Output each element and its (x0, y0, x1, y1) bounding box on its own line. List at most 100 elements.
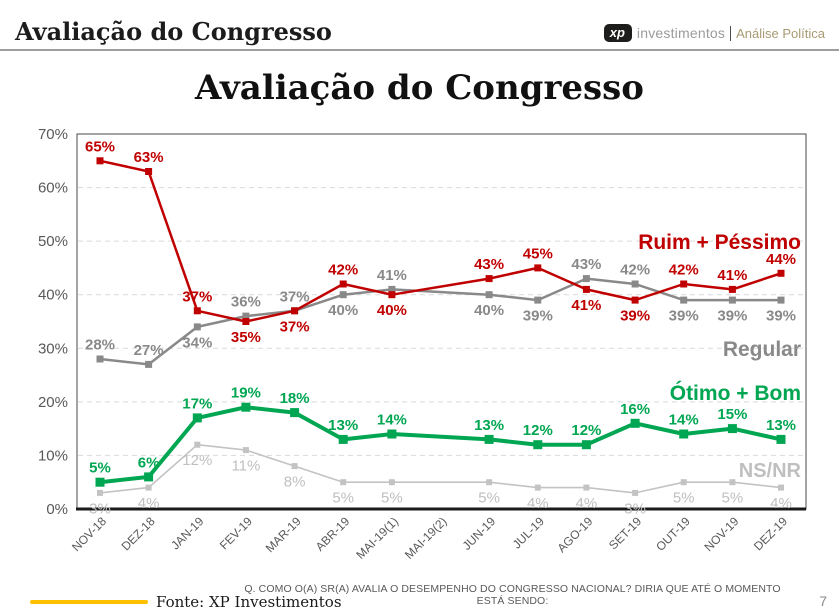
x-tick-label: SET-19 (606, 514, 644, 552)
data-label: 40% (377, 302, 407, 319)
data-marker (581, 440, 591, 450)
data-label: 19% (231, 385, 261, 402)
y-tick-label: 10% (38, 447, 68, 464)
series-line (99, 159, 782, 323)
data-marker (388, 291, 396, 299)
data-label: 40% (474, 302, 504, 319)
data-marker (339, 280, 347, 288)
data-label: 13% (328, 417, 358, 434)
data-marker (338, 434, 348, 444)
data-label: 12% (523, 422, 553, 439)
slide-header: Avaliação do Congresso xp investimentos … (0, 0, 839, 51)
data-marker (192, 413, 202, 423)
data-marker (95, 477, 105, 487)
data-marker (145, 168, 153, 175)
data-label: 5% (673, 490, 695, 507)
data-marker (777, 296, 785, 304)
data-label: 43% (474, 256, 504, 273)
data-marker (242, 318, 250, 325)
data-label: 27% (134, 342, 164, 359)
data-marker (534, 264, 542, 272)
data-marker (193, 323, 201, 331)
y-tick-label: 60% (38, 180, 68, 197)
data-label: 39% (766, 308, 796, 325)
data-label: 5% (381, 490, 403, 507)
data-label: 35% (231, 329, 261, 346)
data-label: 5% (722, 490, 744, 507)
data-label: 13% (474, 417, 504, 434)
series-regular: 28% 27% 34% 36% 37% 40% 41% 40% 39% 43% 42% 39% 39% 3… (85, 256, 796, 368)
x-tick-label: MAI-19(2) (402, 514, 450, 562)
data-label: 41% (717, 267, 747, 284)
data-marker (339, 291, 347, 299)
series-line (99, 405, 782, 485)
footer-source: Fonte: XP Investimentos (30, 593, 342, 611)
data-marker (242, 312, 250, 320)
data-marker (242, 447, 249, 454)
data-label: 39% (523, 308, 553, 325)
data-label: 42% (669, 262, 699, 279)
data-label: 12% (571, 422, 601, 439)
data-label: 44% (766, 251, 796, 268)
data-marker (631, 280, 639, 288)
data-marker (387, 429, 397, 439)
data-label: 34% (182, 334, 212, 351)
y-tick-label: 50% (38, 233, 68, 250)
data-marker (776, 434, 786, 444)
series-legend-ns-nr: NS/NR (739, 460, 802, 482)
survey-question: Q. COMO O(A) SR(A) AVALIA O DESEMPENHO D… (244, 583, 781, 607)
data-label: 4% (527, 495, 549, 512)
data-marker (290, 408, 300, 418)
series-legend-ruim-pessimo: Ruim + Péssimo (638, 231, 801, 254)
data-label: 40% (328, 302, 358, 319)
series-line (99, 443, 782, 494)
data-label: 11% (231, 458, 260, 475)
data-label: 4% (770, 495, 792, 512)
x-tick-label: AGO-19 (554, 514, 595, 555)
data-marker (534, 484, 541, 491)
data-label: 16% (620, 401, 650, 418)
data-marker (291, 307, 299, 315)
x-tick-label: JUN-19 (460, 514, 499, 553)
data-marker (145, 360, 153, 368)
y-tick-label: 40% (38, 287, 68, 304)
data-marker (728, 296, 736, 304)
chart-title: Avaliação do Congresso (195, 68, 644, 108)
y-tick-label: 20% (38, 394, 68, 411)
data-marker (533, 440, 543, 450)
logo-divider (730, 25, 732, 41)
x-tick-label: JUL-19 (510, 514, 547, 551)
data-marker (486, 479, 493, 486)
data-label: 6% (138, 454, 160, 471)
y-tick-label: 30% (38, 340, 68, 357)
page-number: 7 (819, 593, 827, 609)
data-label: 42% (620, 262, 650, 279)
accent-bar (30, 600, 148, 604)
x-tick-label: OUT-19 (653, 514, 693, 554)
data-marker (631, 296, 639, 304)
data-label: 3% (624, 500, 646, 517)
data-marker (583, 484, 590, 491)
series-otimo-bom: 5% 6% 17% 19% 18% 13% 14% 13% 12% 12% 16% 14% 15% 13% (89, 385, 796, 487)
x-tick-label: NOV-18 (69, 514, 109, 554)
data-marker (241, 402, 251, 412)
data-marker (96, 157, 104, 165)
data-marker (727, 424, 737, 434)
data-marker (485, 291, 493, 299)
data-marker (680, 479, 687, 486)
series-legend-regular: Regular (723, 338, 801, 361)
data-marker (388, 479, 395, 486)
xp-logo: xp investimentos Análise Política (603, 24, 825, 45)
x-tick-label: DEZ-19 (751, 514, 790, 553)
data-label: 5% (478, 490, 500, 507)
series-legend-otimo-bom: Ótimo + Bom (670, 381, 801, 405)
data-label: 15% (717, 406, 747, 423)
data-marker (728, 285, 736, 293)
source-label: Fonte: XP Investimentos (156, 593, 342, 611)
series-ruim-pessimo: 65% 63% 37% 35% 37% 42% 40% 43% 45% 41% 39% 42% 41% 4… (85, 138, 796, 346)
data-label: 36% (231, 294, 261, 311)
data-marker (778, 484, 784, 491)
data-label: 41% (571, 297, 601, 314)
data-label: 3% (89, 500, 111, 517)
data-label: 37% (280, 318, 310, 335)
